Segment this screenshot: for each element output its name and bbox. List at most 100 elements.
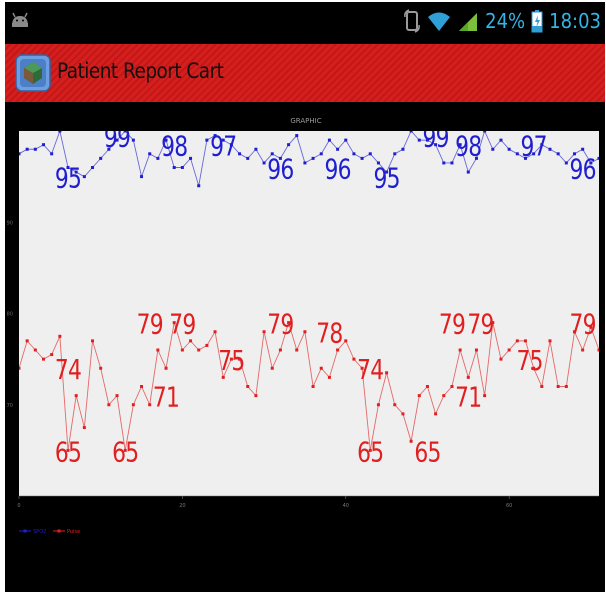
data-point-spo2: [148, 152, 152, 156]
data-point-pulse: [360, 366, 364, 370]
data-point-pulse: [491, 321, 495, 325]
data-point-pulse: [425, 385, 429, 388]
data-point-pulse: [499, 357, 503, 361]
pulse-value-label: 74: [357, 354, 383, 386]
spo2-value-label: 99: [423, 121, 449, 153]
data-point-pulse: [303, 330, 307, 334]
data-point-pulse: [311, 385, 315, 388]
data-point-pulse: [140, 385, 144, 388]
data-point-spo2: [156, 156, 160, 160]
pulse-value-label: 78: [316, 317, 342, 349]
data-point-pulse: [229, 357, 233, 361]
data-point-pulse: [19, 366, 21, 370]
data-point-spo2: [33, 147, 37, 151]
data-point-spo2: [42, 143, 46, 147]
pulse-value-label: 71: [455, 381, 481, 413]
spo2-value-label: 97: [210, 130, 236, 162]
data-point-pulse: [238, 357, 242, 361]
data-point-pulse: [466, 375, 470, 379]
data-point-spo2: [189, 156, 193, 160]
spo2-value-label: 95: [55, 162, 81, 194]
data-point-spo2: [99, 156, 103, 160]
screen-rotation-icon: [404, 9, 421, 33]
legend-label: SPO2: [33, 529, 46, 535]
data-point-pulse: [189, 339, 193, 343]
data-point-pulse: [564, 385, 568, 388]
legend: SPO2 Pulse: [19, 529, 80, 535]
x-axis: 0 20 40 60: [17, 495, 599, 509]
data-point-pulse: [434, 412, 438, 416]
data-point-spo2: [507, 147, 511, 151]
data-point-pulse: [180, 348, 184, 352]
data-point-pulse: [221, 375, 225, 379]
pulse-value-label: 79: [169, 308, 195, 340]
data-point-pulse: [156, 348, 160, 352]
data-point-spo2: [458, 143, 462, 147]
data-point-spo2: [401, 147, 405, 151]
pulse-value-label: 71: [153, 381, 179, 413]
data-point-spo2: [131, 138, 135, 142]
data-point-pulse: [197, 348, 201, 352]
data-point-pulse: [213, 330, 217, 334]
data-point-pulse: [597, 348, 599, 352]
data-point-spo2: [303, 161, 307, 165]
data-point-pulse: [50, 353, 54, 357]
clock: 18:03: [549, 9, 601, 33]
data-point-spo2: [295, 134, 299, 138]
data-point-spo2: [221, 138, 225, 142]
data-point-pulse: [74, 394, 78, 398]
data-point-pulse: [148, 403, 152, 407]
data-point-spo2: [91, 166, 95, 169]
data-point-spo2: [344, 138, 348, 142]
data-point-pulse: [99, 366, 103, 370]
data-point-pulse: [42, 357, 46, 361]
pulse-value-label: 79: [267, 308, 293, 340]
plot-area: [19, 131, 599, 496]
data-point-spo2: [115, 138, 119, 142]
data-point-pulse: [58, 334, 62, 338]
data-point-spo2: [74, 170, 78, 174]
data-point-pulse: [409, 439, 413, 443]
data-point-spo2: [50, 152, 54, 156]
data-point-pulse: [205, 343, 209, 347]
y-tick-label: 70: [7, 403, 13, 409]
data-point-spo2: [107, 147, 111, 151]
data-point-pulse: [172, 321, 176, 325]
data-point-spo2: [352, 152, 356, 156]
x-tick-label: 60: [506, 503, 512, 509]
data-point-spo2: [368, 152, 372, 156]
pulse-value-label: 75: [218, 344, 244, 376]
data-point-spo2: [556, 152, 560, 156]
data-point-pulse: [319, 366, 323, 370]
pulse-value-label: 79: [467, 308, 493, 340]
data-point-spo2: [548, 147, 552, 151]
spo2-value-label: 96: [570, 153, 596, 185]
legend-marker: [23, 529, 27, 533]
data-point-pulse: [278, 348, 282, 352]
data-point-pulse: [295, 348, 299, 352]
data-point-spo2: [491, 147, 495, 151]
battery-percent: 24%: [485, 9, 526, 33]
spo2-value-label: 98: [161, 130, 187, 162]
pulse-value-label: 74: [55, 354, 81, 386]
data-point-pulse: [385, 371, 389, 375]
data-point-spo2: [442, 161, 446, 165]
data-point-pulse: [107, 403, 111, 407]
data-point-spo2: [376, 161, 380, 165]
data-point-pulse: [589, 325, 593, 329]
data-point-pulse: [507, 348, 511, 352]
data-point-spo2: [474, 156, 478, 160]
app-logo-icon[interactable]: [15, 54, 51, 92]
pulse-value-label: 65: [357, 436, 383, 468]
data-point-spo2: [19, 152, 21, 156]
chart-title: GRAPHIC: [290, 117, 321, 125]
data-point-pulse: [352, 357, 356, 361]
data-point-spo2: [540, 143, 544, 147]
data-point-spo2: [238, 152, 242, 156]
android-icon: [12, 12, 28, 27]
wifi-icon: [428, 12, 451, 31]
data-point-pulse: [287, 321, 291, 325]
